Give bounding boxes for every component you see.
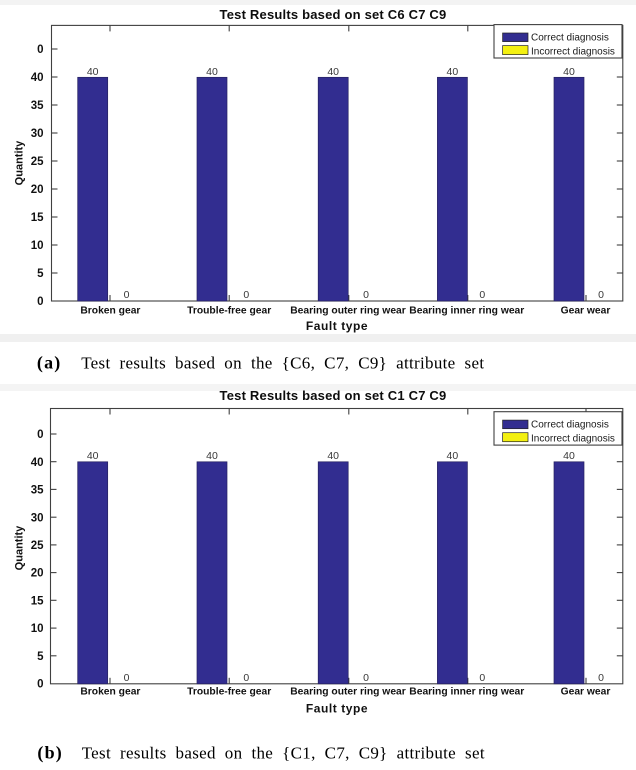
svg-text:Quantity: Quantity bbox=[14, 525, 26, 570]
svg-text:Bearing inner ring wear: Bearing inner ring wear bbox=[409, 686, 524, 697]
svg-text:40: 40 bbox=[327, 450, 339, 462]
svg-text:Test results based on the {C6,: Test results based on the {C6, C7, C9} a… bbox=[81, 353, 484, 372]
svg-text:20: 20 bbox=[31, 184, 44, 196]
svg-text:0: 0 bbox=[243, 289, 249, 301]
svg-text:0: 0 bbox=[363, 289, 369, 301]
svg-text:Fault type: Fault type bbox=[306, 702, 368, 716]
svg-text:20: 20 bbox=[31, 568, 44, 580]
svg-text:Test Results based on set C1 C: Test Results based on set C1 C7 C9 bbox=[220, 388, 447, 403]
svg-text:Incorrect diagnosis: Incorrect diagnosis bbox=[531, 434, 615, 445]
svg-text:Bearing inner ring wear: Bearing inner ring wear bbox=[409, 306, 524, 317]
svg-text:0: 0 bbox=[598, 672, 604, 684]
svg-text:40: 40 bbox=[206, 450, 218, 462]
svg-text:(b): (b) bbox=[37, 742, 63, 763]
svg-text:Gear wear: Gear wear bbox=[561, 306, 611, 317]
svg-text:0: 0 bbox=[363, 672, 369, 684]
svg-text:40: 40 bbox=[327, 66, 339, 78]
svg-text:40: 40 bbox=[563, 66, 575, 78]
svg-text:Test results based on the {C1,: Test results based on the {C1, C7, C9} a… bbox=[82, 743, 485, 762]
svg-text:10: 10 bbox=[31, 623, 44, 635]
svg-text:35: 35 bbox=[31, 485, 44, 497]
svg-text:Trouble-free gear: Trouble-free gear bbox=[187, 686, 271, 697]
svg-text:25: 25 bbox=[31, 156, 44, 168]
svg-text:(a): (a) bbox=[37, 352, 62, 373]
svg-text:40: 40 bbox=[206, 66, 218, 78]
svg-text:Correct diagnosis: Correct diagnosis bbox=[531, 420, 609, 431]
svg-text:10: 10 bbox=[31, 240, 44, 252]
svg-text:0: 0 bbox=[124, 672, 130, 684]
svg-text:Test Results based on set C6 C: Test Results based on set C6 C7 C9 bbox=[220, 7, 447, 22]
svg-text:Trouble-free gear: Trouble-free gear bbox=[187, 306, 271, 317]
svg-text:0: 0 bbox=[37, 429, 43, 441]
svg-text:40: 40 bbox=[87, 450, 99, 462]
svg-text:40: 40 bbox=[87, 66, 99, 78]
svg-text:0: 0 bbox=[124, 289, 130, 301]
svg-text:25: 25 bbox=[31, 540, 44, 552]
svg-text:Fault type: Fault type bbox=[306, 319, 368, 333]
svg-text:Quantity: Quantity bbox=[14, 140, 26, 185]
svg-text:0: 0 bbox=[37, 679, 43, 691]
svg-text:Incorrect diagnosis: Incorrect diagnosis bbox=[531, 47, 615, 58]
svg-text:Broken gear: Broken gear bbox=[80, 686, 140, 697]
svg-text:Broken gear: Broken gear bbox=[80, 306, 140, 317]
svg-text:40: 40 bbox=[447, 450, 459, 462]
svg-text:Gear wear: Gear wear bbox=[561, 686, 611, 697]
svg-text:Bearing outer ring wear: Bearing outer ring wear bbox=[290, 686, 406, 697]
svg-text:5: 5 bbox=[37, 268, 44, 280]
svg-text:Bearing outer ring wear: Bearing outer ring wear bbox=[290, 306, 406, 317]
svg-text:35: 35 bbox=[31, 100, 44, 112]
svg-text:15: 15 bbox=[31, 595, 44, 607]
svg-text:30: 30 bbox=[31, 512, 44, 524]
svg-text:0: 0 bbox=[243, 672, 249, 684]
svg-text:0: 0 bbox=[479, 672, 485, 684]
svg-text:0: 0 bbox=[479, 289, 485, 301]
svg-text:40: 40 bbox=[563, 450, 575, 462]
svg-text:0: 0 bbox=[37, 44, 43, 56]
svg-text:0: 0 bbox=[37, 296, 43, 308]
svg-text:Correct diagnosis: Correct diagnosis bbox=[531, 32, 609, 43]
svg-text:30: 30 bbox=[31, 128, 44, 140]
svg-text:15: 15 bbox=[31, 212, 44, 224]
svg-text:40: 40 bbox=[31, 457, 44, 469]
svg-text:0: 0 bbox=[598, 289, 604, 301]
svg-text:40: 40 bbox=[447, 66, 459, 78]
svg-text:5: 5 bbox=[37, 651, 44, 663]
svg-text:40: 40 bbox=[31, 72, 44, 84]
